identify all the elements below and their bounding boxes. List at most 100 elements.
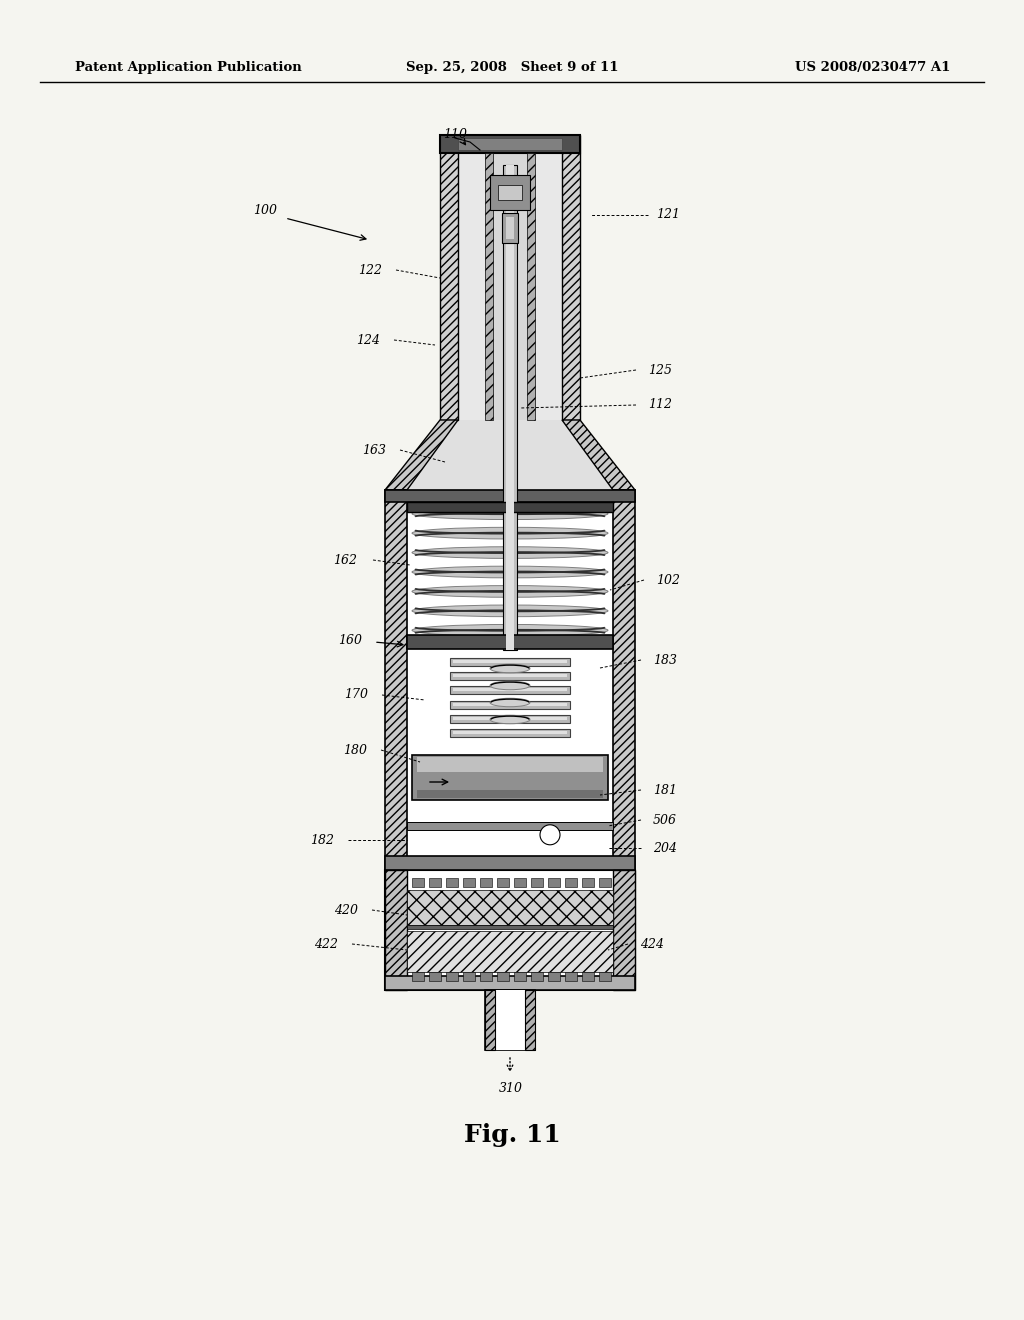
Circle shape	[540, 825, 560, 845]
Bar	[599, 972, 611, 981]
Text: 506: 506	[653, 813, 677, 826]
Bar	[613, 870, 635, 990]
Bar	[480, 972, 492, 981]
Text: 110: 110	[443, 128, 467, 141]
Bar	[385, 490, 407, 870]
Bar	[453, 731, 567, 734]
Polygon shape	[562, 135, 580, 420]
Text: 160: 160	[338, 634, 362, 647]
Ellipse shape	[490, 664, 530, 673]
Bar	[385, 975, 635, 990]
Bar	[417, 756, 603, 772]
Bar	[450, 714, 570, 723]
Bar	[525, 990, 535, 1049]
Ellipse shape	[412, 586, 608, 597]
Bar	[485, 990, 495, 1049]
Text: 125: 125	[648, 363, 672, 376]
Bar	[453, 675, 567, 677]
Text: Sep. 25, 2008   Sheet 9 of 11: Sep. 25, 2008 Sheet 9 of 11	[406, 62, 618, 74]
Ellipse shape	[412, 508, 608, 520]
Bar	[582, 878, 594, 887]
Ellipse shape	[490, 681, 530, 690]
Bar	[412, 755, 608, 800]
Text: 163: 163	[362, 444, 386, 457]
Text: 204: 204	[653, 842, 677, 854]
Bar	[548, 972, 560, 981]
Ellipse shape	[490, 698, 530, 706]
Text: 122: 122	[358, 264, 382, 276]
Text: 420: 420	[334, 903, 358, 916]
Bar	[527, 153, 535, 420]
Bar	[463, 878, 475, 887]
Bar	[429, 972, 441, 981]
Bar	[407, 635, 613, 649]
Bar	[453, 717, 567, 719]
Bar	[446, 972, 458, 981]
Bar	[565, 878, 577, 887]
Bar	[453, 660, 567, 663]
Bar	[407, 931, 613, 972]
Text: Fig. 11: Fig. 11	[464, 1123, 560, 1147]
Bar	[503, 165, 517, 649]
Bar	[497, 878, 509, 887]
Bar	[497, 972, 509, 981]
Bar	[450, 686, 570, 694]
Bar	[453, 689, 567, 692]
Bar	[506, 165, 514, 649]
Text: Patent Application Publication: Patent Application Publication	[75, 62, 302, 74]
Bar	[417, 789, 603, 799]
Bar	[407, 890, 613, 925]
Bar	[385, 870, 407, 990]
Bar	[450, 672, 570, 680]
Text: 124: 124	[356, 334, 380, 346]
Bar	[407, 925, 613, 929]
Bar	[450, 729, 570, 737]
Bar	[599, 878, 611, 887]
Text: 424: 424	[640, 937, 664, 950]
Text: 183: 183	[653, 653, 677, 667]
Bar	[407, 800, 613, 858]
Bar	[453, 702, 567, 706]
Bar	[485, 153, 493, 420]
Bar	[582, 972, 594, 981]
Bar	[490, 176, 530, 210]
Text: 182: 182	[310, 833, 334, 846]
Polygon shape	[407, 420, 613, 490]
Bar	[412, 878, 424, 887]
Ellipse shape	[412, 624, 608, 636]
Bar	[458, 139, 562, 150]
Text: 121: 121	[656, 209, 680, 222]
Text: US 2008/0230477 A1: US 2008/0230477 A1	[795, 62, 950, 74]
Bar	[407, 822, 613, 830]
Bar	[493, 153, 527, 420]
Bar	[463, 972, 475, 981]
Text: 112: 112	[648, 399, 672, 412]
Bar	[412, 972, 424, 981]
Bar	[502, 213, 518, 243]
Text: 180: 180	[343, 743, 367, 756]
Bar	[498, 185, 522, 201]
Bar	[565, 972, 577, 981]
Bar	[440, 135, 580, 153]
Ellipse shape	[412, 605, 608, 616]
Bar	[531, 972, 543, 981]
Polygon shape	[562, 420, 635, 490]
Bar	[450, 659, 570, 667]
Bar	[514, 972, 526, 981]
Bar	[480, 878, 492, 887]
Ellipse shape	[490, 715, 530, 723]
Bar	[450, 701, 570, 709]
Bar	[385, 490, 635, 502]
Text: 310: 310	[499, 1081, 523, 1094]
Bar	[385, 870, 635, 990]
Ellipse shape	[412, 546, 608, 558]
Bar	[385, 855, 635, 870]
Bar	[407, 502, 613, 512]
Text: 162: 162	[333, 553, 357, 566]
Bar	[514, 878, 526, 887]
Ellipse shape	[412, 566, 608, 578]
Bar	[407, 490, 613, 870]
Bar	[506, 216, 514, 239]
Text: 170: 170	[344, 689, 368, 701]
Bar	[485, 990, 535, 1049]
